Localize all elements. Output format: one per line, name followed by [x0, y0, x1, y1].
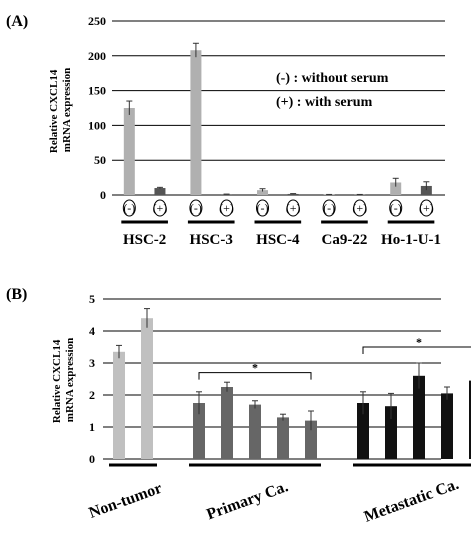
bar-label: (+): [153, 201, 168, 215]
y-tick-label: 4: [89, 324, 95, 338]
y-tick-label: 200: [88, 49, 106, 63]
bar-label: (-): [390, 201, 402, 215]
y-tick-label: 0: [89, 452, 95, 466]
panel-b-significance: **: [198, 335, 471, 380]
panel-a-categories: HSC-2 HSC-3 HSC-4 Ca9-22 Ho-1-U-1: [121, 220, 441, 248]
significance-bracket: [362, 346, 471, 354]
bar-hsc-2-minus: [123, 108, 135, 195]
bar-label: (+): [352, 201, 367, 215]
bar-label-circle: [419, 199, 433, 217]
bar-metastatic-ca--2: [385, 406, 397, 459]
y-tick-label: 5: [89, 292, 95, 306]
bar-label-circle: [389, 199, 403, 217]
bar-label-circle: [256, 199, 270, 217]
panel-b-groups: Non-tumor Primary Ca. Metastatic Ca.: [87, 463, 471, 526]
y-tick-label: 50: [94, 153, 106, 167]
category-label: HSC-2: [123, 232, 166, 248]
panel-a-grid: [112, 20, 445, 196]
panel-a: (A) 0 50 100 150 200 250 Relative CXCL14 mRNA…: [6, 13, 445, 248]
significance-star: *: [252, 361, 258, 375]
group-label: Non-tumor: [87, 480, 165, 522]
bar-label-circle: [220, 199, 234, 217]
bar-label-circle: [122, 199, 136, 217]
group-label: Metastatic Ca.: [362, 476, 461, 526]
y-tick-label: 150: [88, 84, 106, 98]
panel-b: (B) 0 1 2 3 4 5 Relative CXCL14 mRNA expressi…: [6, 286, 471, 526]
panel-a-legend: (-) : without serum (+) : with serum: [276, 71, 389, 110]
bar-label: (+): [286, 201, 301, 215]
bar-non-tumor-1: [113, 351, 125, 459]
bar-label: (+): [419, 201, 434, 215]
group-label: Primary Ca.: [204, 478, 290, 523]
bar-label: (-): [123, 201, 135, 215]
bar-ho-1-u-1-plus: [420, 185, 432, 195]
bar-primary-ca--5: [305, 420, 317, 459]
panel-b-y-axis-label: Relative CXCL14 mRNA expression: [51, 337, 76, 423]
bar-primary-ca--1: [193, 403, 205, 459]
panel-a-y-ticks: 0 50 100 150 200 250: [88, 14, 106, 202]
panel-b-grid: [103, 298, 441, 460]
bar-label: (-): [257, 201, 269, 215]
panel-b-bars: [113, 308, 471, 459]
panel-b-label: (B): [6, 286, 27, 303]
bar-hsc-4-plus: [287, 193, 299, 195]
bar-label-circle: [322, 199, 336, 217]
bar-metastatic-ca--4: [441, 393, 453, 459]
bar-label: (-): [323, 201, 335, 215]
panel-b-y-ticks: 0 1 2 3 4 5: [89, 292, 95, 466]
bar-metastatic-ca--1: [357, 403, 369, 459]
bar-label-circle: [153, 199, 167, 217]
bar-ho-1-u-1-minus: [390, 182, 402, 195]
bar-label-circle: [353, 199, 367, 217]
panel-a-bar-labels: (-) (+) (-) (+) (-) (+) (-) (+) (-) (+): [122, 199, 434, 217]
panel-a-bars: [123, 42, 432, 196]
panel-a-label: (A): [6, 13, 28, 30]
y-tick-label: 1: [89, 420, 95, 434]
legend-without-serum: (-) : without serum: [276, 71, 389, 86]
y-tick-label: 100: [88, 118, 106, 132]
category-label: HSC-3: [190, 232, 233, 248]
bar-hsc-3-minus: [190, 50, 202, 196]
bar-primary-ca--4: [277, 417, 289, 459]
legend-with-serum: (+) : with serum: [276, 95, 373, 110]
bar-hsc-4-minus: [257, 190, 269, 195]
bar-non-tumor-2: [141, 318, 153, 459]
significance-star: *: [416, 335, 422, 349]
significance-bracket: [198, 372, 312, 380]
category-label: Ca9-22: [322, 232, 368, 248]
bar-primary-ca--2: [221, 387, 233, 459]
bar-primary-ca--3: [249, 404, 261, 459]
bar-hsc-3-plus: [221, 194, 233, 195]
y-tick-label: 2: [89, 388, 95, 402]
category-label: Ho-1-U-1: [381, 232, 441, 248]
bar-metastatic-ca--5: [469, 380, 471, 459]
bar-label-circle: [286, 199, 300, 217]
y-tick-label: 0: [100, 188, 106, 202]
y-tick-label: 3: [89, 356, 95, 370]
bar-label: (+): [219, 201, 234, 215]
panel-a-y-axis-label: Relative CXCL14 mRNA expression: [48, 67, 73, 153]
bar-label: (-): [190, 201, 202, 215]
bar-metastatic-ca--3: [413, 375, 425, 459]
bar-hsc-2-plus: [154, 188, 166, 195]
y-tick-label: 250: [88, 14, 106, 28]
category-label: HSC-4: [256, 232, 300, 248]
bar-label-circle: [189, 199, 203, 217]
